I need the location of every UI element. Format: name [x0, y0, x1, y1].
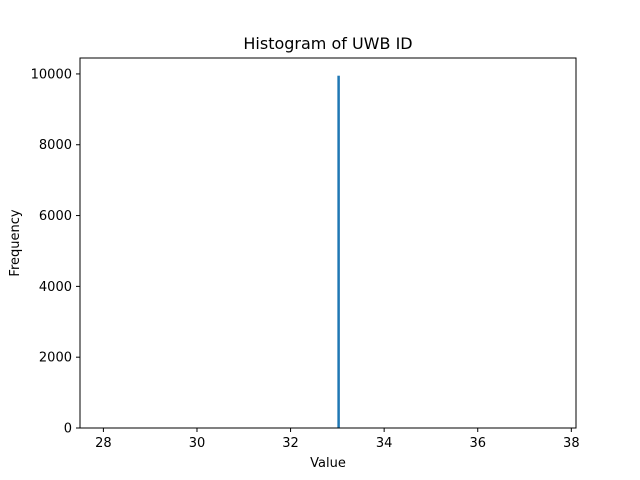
chart-title: Histogram of UWB ID: [243, 34, 412, 53]
x-tick-label: 28: [95, 436, 112, 451]
y-tick-label: 0: [64, 422, 72, 437]
bars-layer: [337, 75, 340, 429]
y-tick-label: 6000: [39, 209, 72, 224]
x-tick-label: 36: [469, 436, 486, 451]
histogram-bar: [337, 75, 340, 429]
y-tick-label: 2000: [39, 351, 72, 366]
y-tick-label: 8000: [39, 138, 72, 153]
plot-frame: [79, 57, 577, 429]
x-axis-label: Value: [310, 456, 346, 471]
y-tick-label: 10000: [31, 67, 72, 82]
y-axis-label: Frequency: [8, 209, 23, 276]
x-tick-label: 30: [189, 436, 206, 451]
y-axis-ticks: 0 2000 4000 6000 8000 10000: [31, 67, 80, 437]
y-tick-label: 4000: [39, 280, 72, 295]
x-tick-label: 38: [563, 436, 580, 451]
x-tick-label: 32: [282, 436, 299, 451]
x-tick-label: 34: [376, 436, 393, 451]
x-axis-ticks: 28 30 32 34 36 38: [95, 428, 580, 451]
